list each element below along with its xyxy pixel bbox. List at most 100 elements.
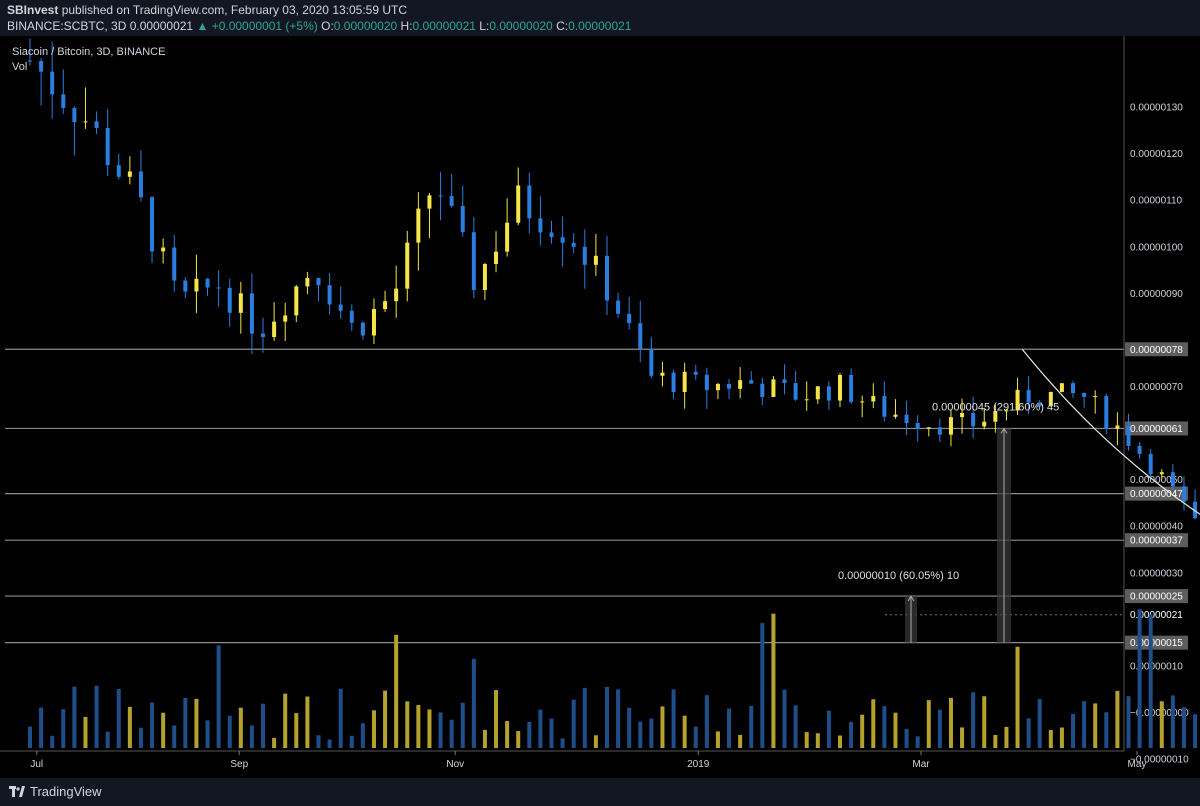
candle-body [1082,393,1087,397]
volume-bar [671,689,676,748]
high-label: H: [400,19,413,33]
candle-body [327,285,332,305]
candle-body [494,251,499,265]
y-tick-label: 0.00000130 [1130,103,1183,114]
publisher-name: SBInvest [7,3,59,17]
level-price-tag-label: 0.00000047 [1130,489,1183,500]
volume-bar [1115,690,1120,748]
volume-bar [261,703,266,748]
candle-body [516,185,521,223]
volume-bar [494,690,499,748]
volume-bar [471,658,476,748]
candle-body [283,315,288,322]
up-arrow-icon: ▲ [196,19,209,33]
volume-bar [893,712,898,748]
candle-body [360,322,365,336]
y-tick-label: 0.00000070 [1130,382,1183,393]
measure-arrow-head [1000,427,1008,434]
volume-bar [971,692,976,748]
candle-body [838,374,842,401]
candle-body [249,293,254,334]
candle-body [815,386,820,400]
candle-body [727,383,732,389]
candle-body [760,383,765,397]
volume-bar [1181,707,1186,748]
volume-bar [1148,614,1153,748]
volume-bar [1026,718,1031,748]
candle-body [460,205,465,233]
volume-bar [948,697,953,748]
volume-bar [538,709,543,748]
candle-body [793,383,798,400]
candle-body [693,371,698,375]
candle-body [205,278,210,288]
candle-body [150,197,155,252]
chart-title: Siacoin / Bitcoin, 3D, BINANCE [12,46,166,58]
candle-body [1115,425,1120,429]
volume-bar [1126,696,1131,748]
volume-bar [771,613,776,748]
close-value: 0.00000021 [568,19,632,33]
published-text: published on TradingView.com, February 0… [61,3,408,17]
x-tick-label: Nov [446,759,464,770]
high-value: 0.00000021 [412,19,476,33]
volume-bar [704,695,709,748]
volume-bar [116,689,121,748]
volume-bar [349,735,354,748]
candle-body [549,232,554,238]
candle-body [338,304,343,311]
volume-bar [383,690,388,748]
volume-bar [1170,695,1175,748]
x-tick-label: 2019 [687,759,710,770]
level-price-tag-label: 0.00000037 [1130,536,1183,547]
volume-bar [283,693,288,748]
volume-bar [826,710,831,748]
candle-body [1004,410,1009,412]
level-price-tag-label: 0.00000015 [1130,638,1183,649]
volume-bar [838,735,842,748]
volume-bar [593,735,598,748]
volume-bar [582,687,587,748]
candle-body [871,396,876,402]
volume-bar [1015,646,1020,748]
volume-bar [449,719,454,748]
volume-bar [1104,712,1109,748]
measure-arrow-head [907,595,915,602]
level-price-tag-label: 0.00000078 [1130,345,1183,356]
candle-body [1126,425,1131,446]
volume-bar [416,705,421,748]
candle-body [416,208,421,243]
y-tick-label: 0.00000120 [1130,149,1183,160]
candle-body [993,411,998,422]
volume-bar [105,731,110,748]
volume-bar [693,726,698,748]
candle-body [1059,383,1064,392]
measure-label: 0.00000045 (291.60%) 45 [932,401,1059,413]
footer-bar: TradingView [0,778,1200,806]
candle-body [172,247,177,281]
volume-bar [1093,703,1098,748]
volume-bar [749,705,754,748]
price-chart[interactable]: 0.00000130 0.00000120 0.00000110 0.00000100… [0,36,1200,778]
volume-bar [72,686,77,748]
candle-body [538,218,543,233]
candle-body [1159,472,1164,475]
candle-body [183,280,188,292]
candle-body [527,185,532,219]
candle-body [849,374,854,402]
volume-bar [904,728,909,748]
volume-bar [1004,726,1009,748]
volume-bar [915,736,920,748]
volume-bar [338,688,343,748]
volume-bar [627,707,632,748]
candle-body [971,413,976,427]
candle-body [660,372,665,376]
open-value: 0.00000020 [333,19,398,33]
volume-bar [50,735,55,748]
volume-bar [937,709,942,748]
candle-body [882,396,887,417]
measure-label: 0.00000010 (60.05%) 10 [838,570,959,582]
descending-curve [1021,348,1200,515]
volume-bar [161,712,166,748]
low-value: 0.00000020 [489,19,553,33]
